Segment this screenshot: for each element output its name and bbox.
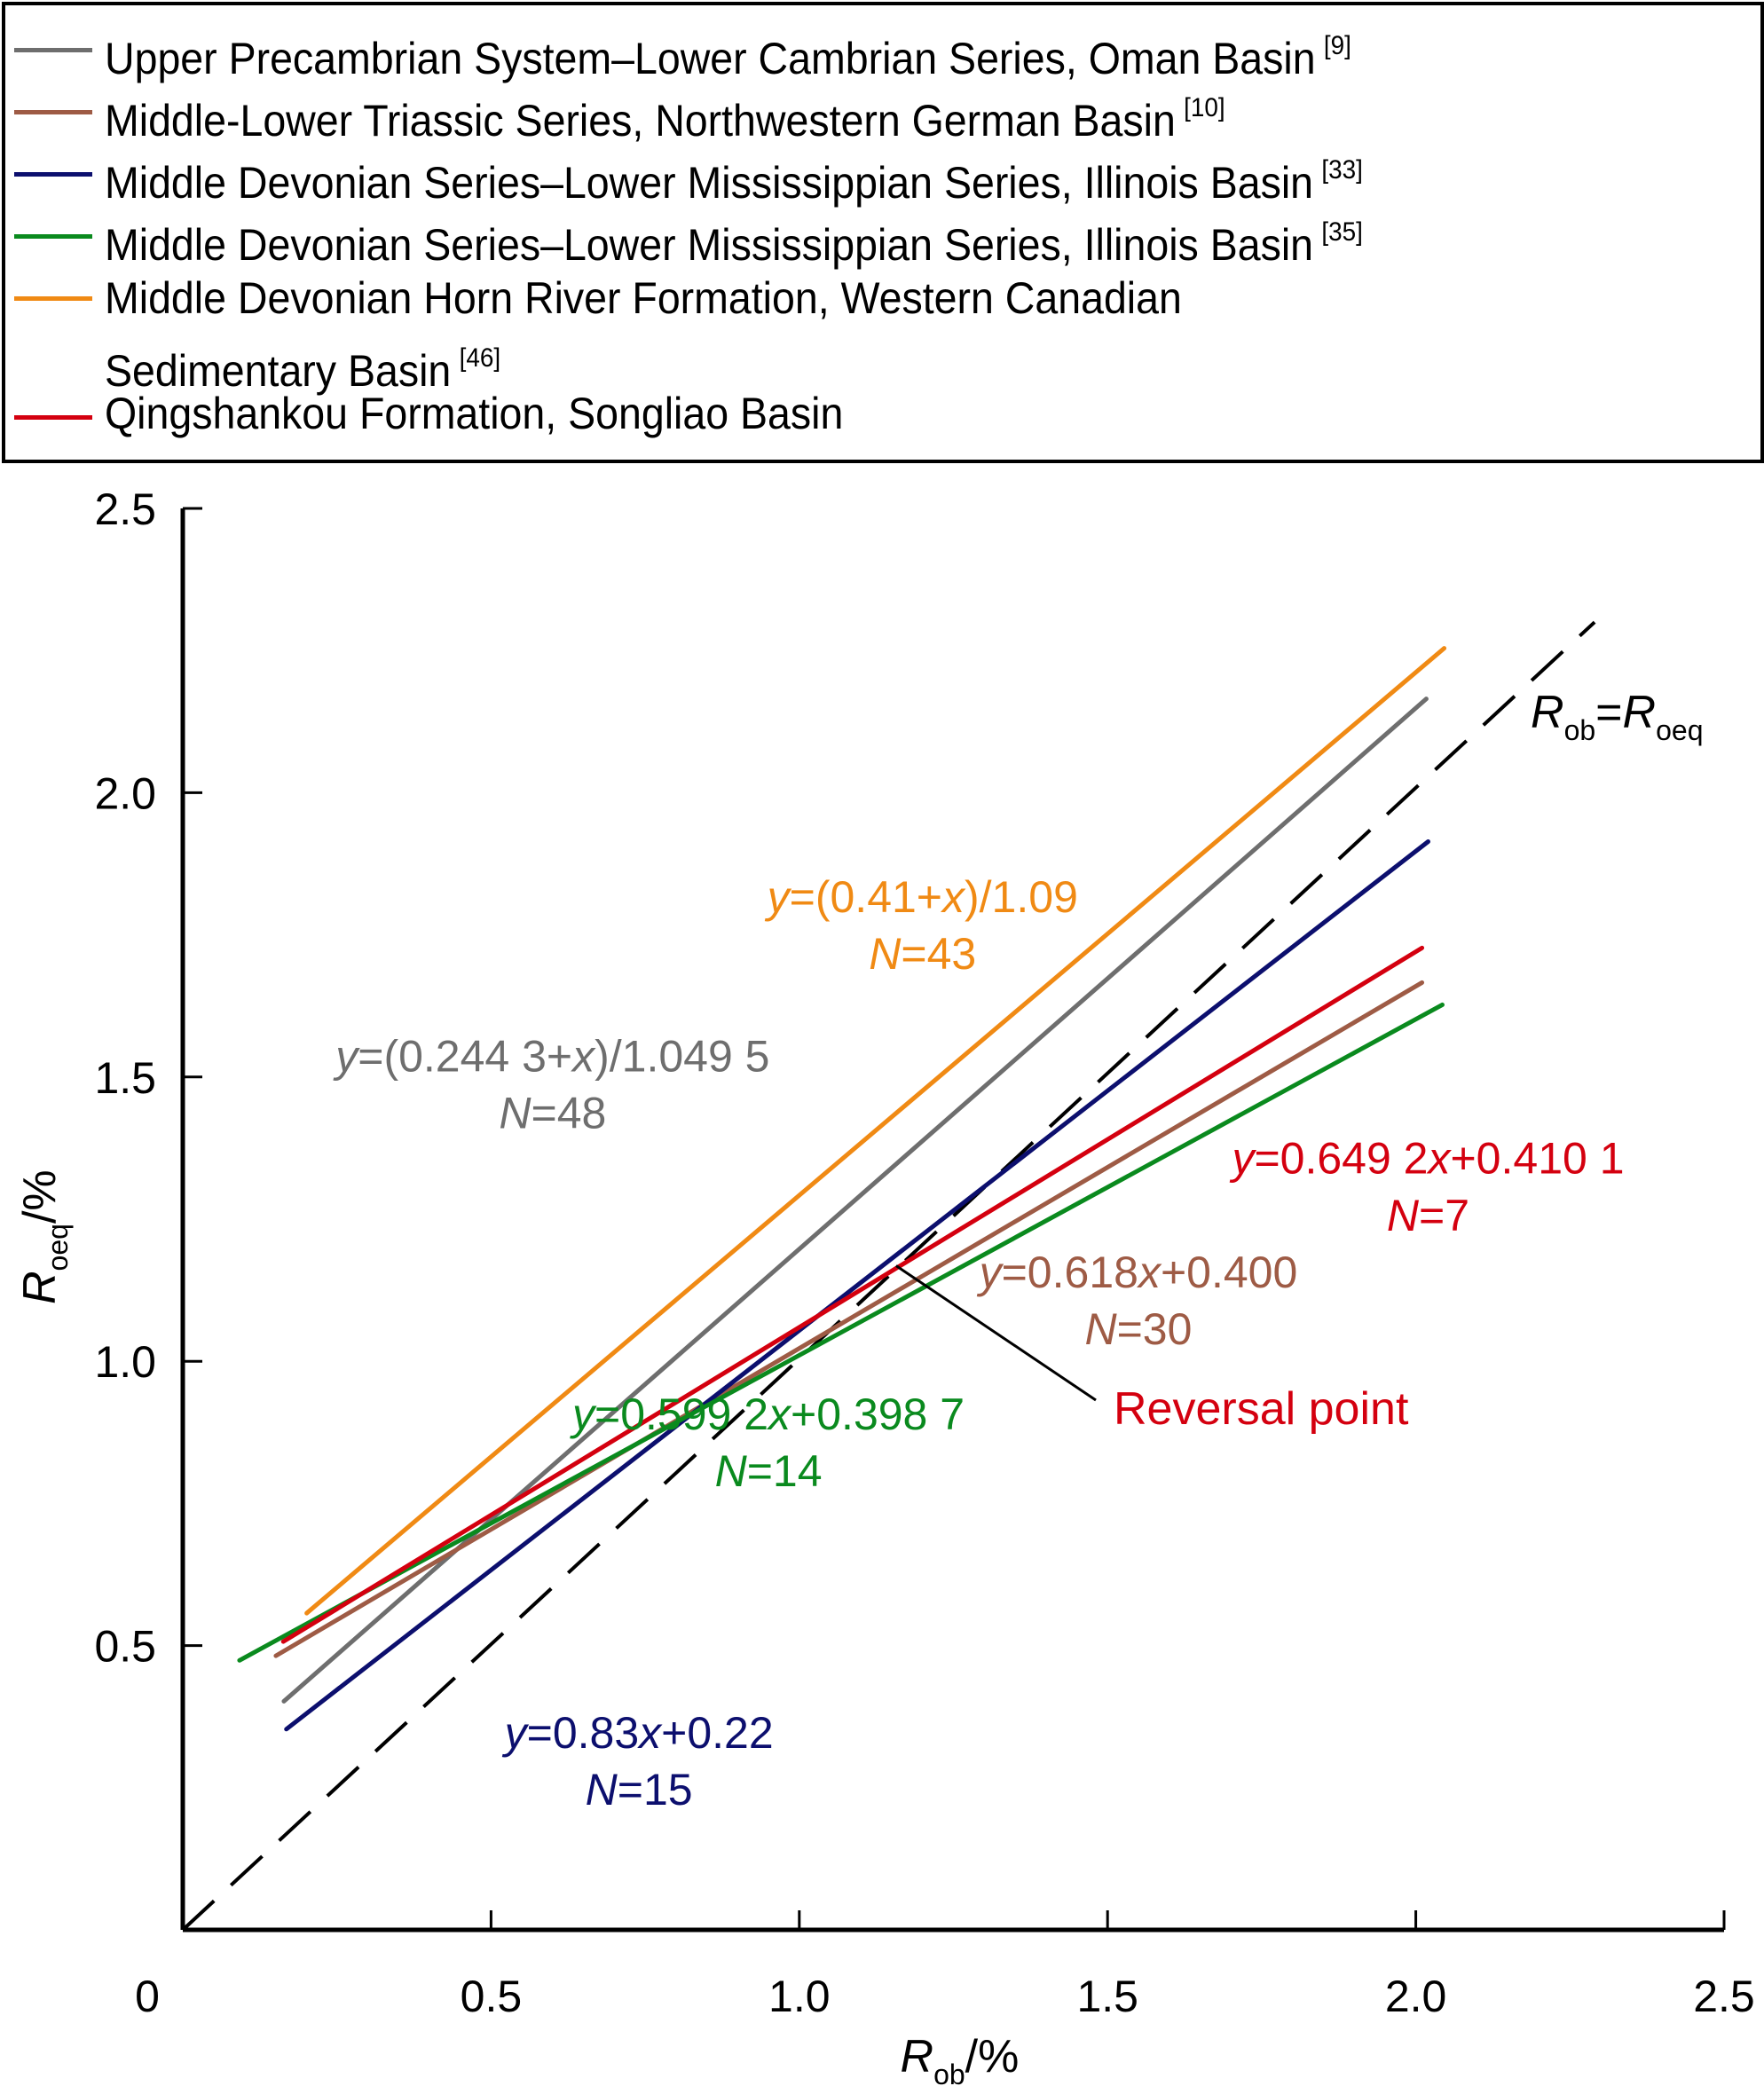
x-tick-label: 1.5 [1076,1972,1138,2021]
series-equation-label: y=0.618x+0.400 [977,1248,1298,1297]
x-tick-label: 2.5 [1693,1972,1755,2021]
series-n-label: N=43 [869,929,976,979]
legend-swatch [14,296,92,301]
legend-item: Middle Devonian Horn River Formation, We… [5,268,1263,401]
legend-label: Middle-Lower Triassic Series, Northweste… [105,93,1225,146]
legend-item: Upper Precambrian System–Lower Cambrian … [5,20,1445,85]
series-equation-label: y=0.649 2x+0.410 1 [1229,1134,1624,1184]
legend-item: Middle-Lower Triassic Series, Northweste… [5,82,1310,147]
x-tick-label: 1.0 [768,1972,831,2021]
series-n-label: N=30 [1084,1304,1192,1354]
series-line [273,980,1425,1658]
series-line [284,839,1430,1732]
legend-reference: [46] [459,343,501,373]
series-line [280,945,1425,1644]
legend-swatch [14,234,92,239]
legend-swatch [14,172,92,177]
legend-label: Qingshankou Formation, Songliao Basin [105,389,844,438]
annotation-leader-line [895,1264,1097,1402]
y-tick-label: 1.0 [94,1337,156,1387]
legend-item: Qingshankou Formation, Songliao Basin [5,387,899,440]
legend-reference: [35] [1321,217,1363,247]
series-n-label: N=14 [715,1446,823,1496]
reference-line-label: Rob=Roeq [1531,687,1703,746]
y-tick-label: 2.0 [94,768,156,818]
x-tick-label: 0 [135,1972,160,2021]
series-equation-label: y=(0.244 3+x)/1.049 5 [333,1031,769,1081]
y-axis-label: Roeq/% [14,1169,74,1304]
series-n-label: N=15 [586,1765,693,1815]
legend-label: Upper Precambrian System–Lower Cambrian … [105,31,1351,83]
series-line [304,646,1447,1616]
legend: Upper Precambrian System–Lower Cambrian … [2,2,1764,463]
legend-label: Middle Devonian Horn River Formation, We… [105,273,1182,396]
x-tick-label: 2.0 [1385,1972,1447,2021]
series-equation-label: y=(0.41+x)/1.09 [765,872,1078,922]
legend-swatch [14,110,92,114]
x-axis-label: Rob/% [901,2031,1020,2090]
legend-reference: [33] [1321,155,1363,185]
series-n-label: N=7 [1387,1191,1469,1240]
annotation-label: Reversal point [1114,1383,1409,1435]
legend-label: Middle Devonian Series–Lower Mississippi… [105,155,1363,208]
x-tick-label: 0.5 [461,1972,523,2021]
legend-label: Middle Devonian Series–Lower Mississippi… [105,217,1363,270]
legend-reference: [10] [1184,93,1225,122]
legend-swatch [14,48,92,52]
y-tick-label: 0.5 [94,1622,156,1672]
legend-swatch [14,415,92,420]
y-tick-label: 2.5 [94,484,156,534]
y-tick-label: 1.5 [94,1053,156,1103]
legend-item: Middle Devonian Series–Lower Mississippi… [5,144,1458,209]
reference-line-1to1 [181,620,1596,1932]
legend-item: Middle Devonian Series–Lower Mississippi… [5,206,1458,272]
legend-reference: [9] [1323,31,1351,60]
series-line [237,1002,1445,1663]
series-n-label: N=48 [499,1088,606,1138]
series-equation-label: y=0.599 2x+0.398 7 [570,1389,965,1439]
series-equation-label: y=0.83x+0.22 [502,1708,774,1758]
